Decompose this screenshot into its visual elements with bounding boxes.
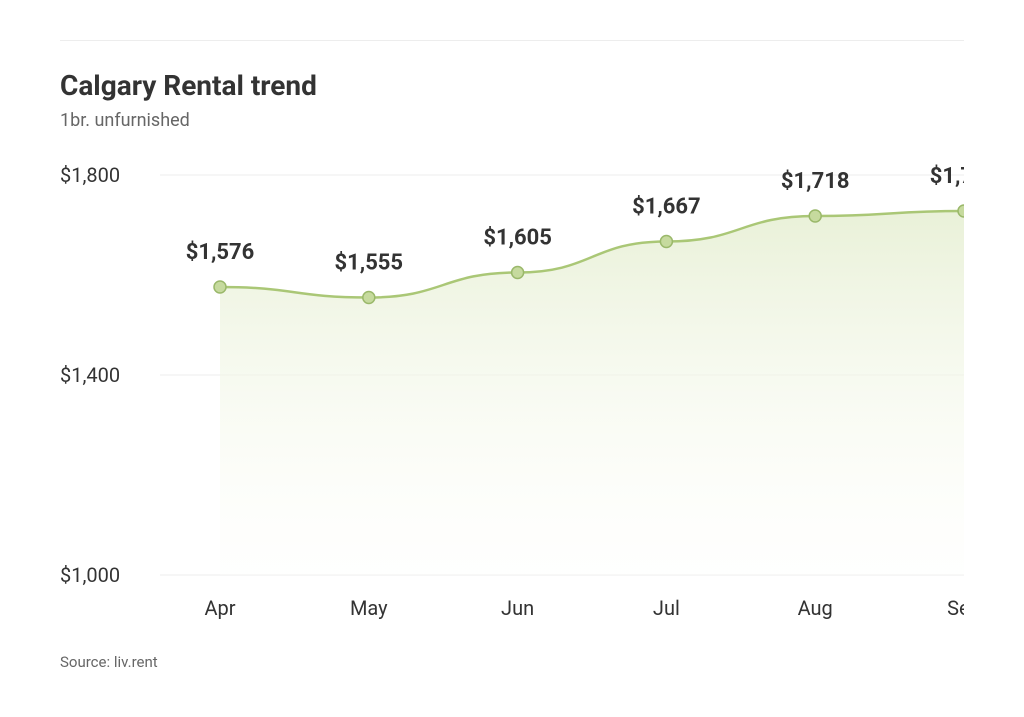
chart-subtitle: 1br. unfurnished <box>60 110 964 131</box>
data-marker <box>214 281 226 293</box>
y-tick-label: $1,800 <box>60 163 120 187</box>
y-tick-label: $1,400 <box>60 363 120 387</box>
area-fill <box>220 211 964 575</box>
x-tick-label: Apr <box>204 596 235 620</box>
data-marker <box>512 267 524 279</box>
data-value-label: $1,718 <box>781 169 850 194</box>
rental-trend-chart: $1,000 $1,400 $1,800 $1,576 $1,555 $1,605 $1,… <box>60 155 964 635</box>
top-divider <box>60 40 964 41</box>
source-label: Source: liv.rent <box>60 653 964 671</box>
y-axis-labels: $1,000 $1,400 $1,800 <box>60 163 120 587</box>
data-marker <box>660 236 672 248</box>
data-value-label: $1,555 <box>335 251 404 276</box>
x-tick-label: Aug <box>798 596 833 620</box>
data-value-label: $1,728 <box>930 164 964 189</box>
x-tick-label: Sep <box>947 596 964 620</box>
data-value-label: $1,576 <box>186 240 255 265</box>
chart-title: Calgary Rental trend <box>60 69 964 102</box>
data-marker <box>363 292 375 304</box>
data-marker <box>958 205 964 217</box>
data-marker <box>809 210 821 222</box>
chart-svg: $1,000 $1,400 $1,800 $1,576 $1,555 $1,605 $1,… <box>60 155 964 635</box>
x-tick-label: May <box>350 596 388 620</box>
x-tick-label: Jun <box>501 596 534 620</box>
x-axis-labels: Apr May Jun Jul Aug Sep <box>204 596 964 620</box>
data-value-label: $1,667 <box>632 195 701 220</box>
data-value-label: $1,605 <box>483 226 552 251</box>
x-tick-label: Jul <box>653 596 680 620</box>
y-tick-label: $1,000 <box>60 563 120 587</box>
